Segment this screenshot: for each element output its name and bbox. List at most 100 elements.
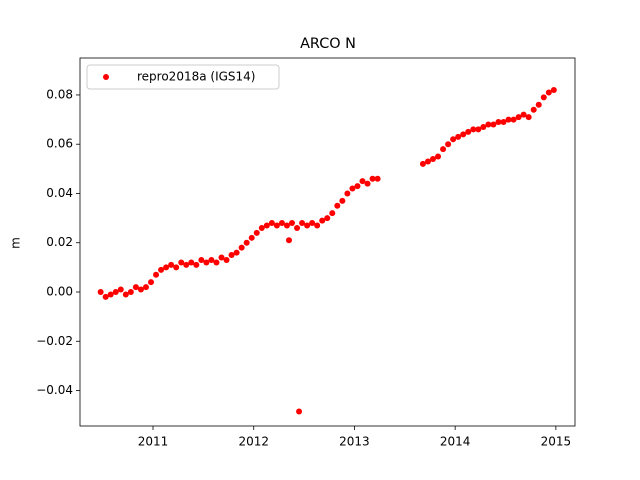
point [460, 131, 467, 138]
point [148, 279, 155, 286]
point [535, 101, 542, 108]
point [435, 153, 442, 160]
point [540, 94, 547, 101]
point [153, 271, 160, 278]
point [213, 259, 220, 266]
point [530, 106, 537, 113]
y-tick-label: 0.00 [46, 285, 73, 299]
point [334, 202, 341, 209]
x-tick-label: 2012 [238, 435, 269, 449]
point [193, 261, 200, 268]
x-tick-label: 2014 [440, 435, 471, 449]
point [285, 237, 292, 244]
point [142, 284, 149, 291]
point [324, 215, 331, 222]
point [354, 183, 361, 190]
point [490, 121, 497, 128]
point [117, 286, 124, 293]
point [525, 114, 532, 121]
point [500, 119, 507, 126]
point [455, 133, 462, 140]
point [510, 116, 517, 123]
point [314, 222, 321, 229]
point [344, 190, 351, 197]
legend-marker [103, 74, 109, 80]
point [258, 224, 265, 231]
point [304, 222, 311, 229]
point [178, 259, 185, 266]
point [440, 146, 447, 153]
point [243, 239, 250, 246]
point [364, 180, 371, 187]
point [127, 289, 134, 296]
point [419, 160, 426, 167]
plot-frame [79, 57, 576, 427]
point [158, 266, 165, 273]
point [465, 128, 472, 135]
point [273, 222, 280, 229]
y-tick-label: 0.06 [46, 137, 73, 151]
point [339, 197, 346, 204]
point [112, 289, 119, 296]
point [248, 234, 255, 241]
point [470, 126, 477, 133]
point [218, 254, 225, 261]
point [132, 284, 139, 291]
point [288, 220, 295, 227]
point [329, 210, 336, 217]
y-tick-label: −0.02 [36, 334, 73, 348]
point [309, 220, 316, 227]
x-tick-label: 2015 [541, 435, 572, 449]
point [485, 121, 492, 128]
point [198, 256, 205, 263]
point [163, 264, 170, 271]
point [480, 123, 487, 130]
point [299, 220, 306, 227]
point [520, 111, 527, 118]
y-tick-label: −0.04 [36, 383, 73, 397]
point [550, 87, 557, 94]
point [359, 178, 366, 185]
y-tick-label: 0.08 [46, 87, 73, 101]
point [268, 220, 275, 227]
point [545, 89, 552, 96]
point [107, 291, 114, 298]
point [203, 259, 210, 266]
point [450, 136, 457, 143]
point [294, 224, 301, 231]
point [188, 259, 195, 266]
y-tick-label: 0.04 [46, 186, 73, 200]
point [429, 155, 436, 162]
point [168, 261, 175, 268]
point [283, 222, 290, 229]
point [183, 261, 190, 268]
point [445, 141, 452, 148]
point [296, 408, 303, 415]
point [495, 119, 502, 126]
point [102, 293, 109, 300]
point [505, 116, 512, 123]
point [253, 229, 260, 236]
point [349, 185, 356, 192]
y-axis-label: m [9, 237, 23, 249]
point [228, 252, 235, 259]
point [208, 256, 215, 263]
point [475, 126, 482, 133]
point [263, 222, 270, 229]
chart-title: ARCO N [300, 36, 356, 52]
point [424, 158, 431, 165]
point [374, 175, 381, 182]
legend-box [86, 64, 280, 90]
point [122, 291, 129, 298]
point [369, 175, 376, 182]
point [319, 217, 326, 224]
point [97, 289, 104, 296]
point [233, 249, 240, 256]
legend-label: repro2018a (IGS14) [137, 70, 255, 84]
x-tick-label: 2013 [339, 435, 370, 449]
point [278, 220, 285, 227]
point [223, 256, 230, 263]
point [173, 264, 180, 271]
x-tick-label: 2011 [138, 435, 169, 449]
